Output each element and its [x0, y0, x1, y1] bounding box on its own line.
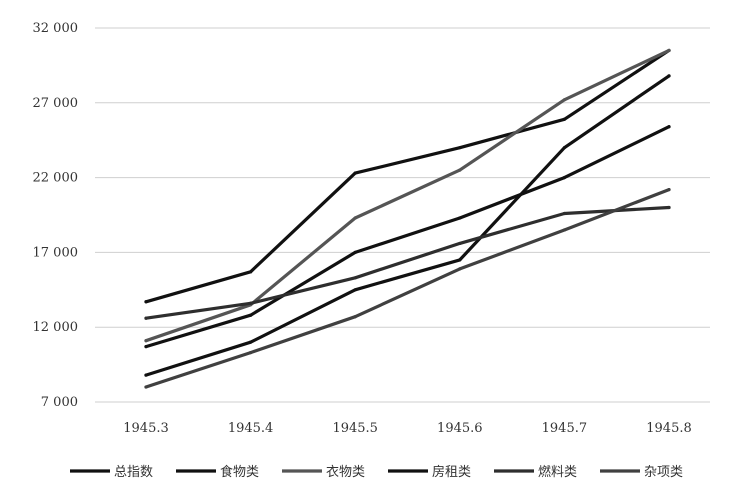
- legend-label: 燃料类: [538, 464, 577, 480]
- data-point: [249, 301, 253, 305]
- y-tick-label: 12 000: [33, 320, 79, 335]
- series-line: [144, 188, 671, 389]
- x-tick-label: 1945.4: [228, 421, 274, 436]
- legend-item: 食物类: [176, 464, 259, 480]
- data-point: [249, 340, 253, 344]
- data-point: [144, 316, 148, 320]
- x-tick-label: 1945.7: [542, 421, 588, 436]
- series-line: [144, 125, 671, 349]
- data-point: [562, 146, 567, 150]
- series-6: [144, 187, 671, 389]
- x-tick-label: 1945.5: [332, 421, 378, 436]
- data-point: [353, 171, 357, 175]
- data-point: [667, 187, 671, 192]
- data-point: [458, 241, 462, 246]
- gridlines: [95, 27, 710, 403]
- series-line: [144, 48, 671, 304]
- x-tick-label: 1945.6: [437, 421, 483, 436]
- data-point: [144, 300, 148, 304]
- series-lines: [144, 48, 671, 389]
- data-point: [458, 216, 462, 220]
- data-point: [458, 168, 462, 172]
- data-point: [458, 146, 462, 150]
- y-axis-tick-labels: 7 000 12 000 17 000 22 000 27 000 32 000: [33, 21, 79, 410]
- data-point: [458, 258, 462, 262]
- data-point: [562, 228, 567, 232]
- legend-item: 总指数: [70, 465, 153, 480]
- legend-label: 杂项类: [644, 465, 683, 480]
- x-axis-tick-labels: 1945.3 1945.4 1945.5 1945.6 1945.7 1945.8: [123, 421, 692, 436]
- data-point: [144, 345, 148, 349]
- data-point: [144, 339, 148, 343]
- data-point: [562, 117, 567, 121]
- data-point: [249, 270, 253, 274]
- legend-label: 房租类: [432, 464, 471, 480]
- y-tick-label: 17 000: [33, 245, 79, 260]
- series-line: [144, 205, 671, 320]
- y-tick-label: 32 000: [33, 21, 79, 36]
- series-line: [144, 74, 671, 377]
- data-point: [667, 74, 671, 78]
- series-line: [144, 48, 671, 343]
- series-3: [144, 48, 671, 343]
- y-tick-label: 22 000: [33, 171, 79, 186]
- data-point: [458, 267, 462, 271]
- data-point: [562, 211, 567, 216]
- series-2: [144, 125, 671, 349]
- legend-label: 衣物类: [326, 464, 365, 480]
- data-point: [667, 205, 671, 210]
- data-point: [249, 313, 253, 317]
- data-point: [562, 98, 567, 102]
- series-1: [144, 48, 671, 304]
- legend-item: 燃料类: [494, 464, 577, 480]
- legend-item: 房租类: [388, 464, 471, 480]
- x-tick-label: 1945.3: [123, 421, 169, 436]
- data-point: [353, 276, 357, 280]
- data-point: [144, 385, 148, 389]
- legend-item: 杂项类: [600, 465, 683, 480]
- legend-label: 食物类: [220, 464, 259, 480]
- series-5: [144, 205, 671, 320]
- data-point: [249, 351, 253, 355]
- data-point: [144, 373, 148, 377]
- x-tick-label: 1945.8: [646, 421, 692, 436]
- data-point: [353, 288, 357, 292]
- series-4: [144, 74, 671, 377]
- legend-label: 总指数: [114, 465, 153, 480]
- data-point: [353, 216, 357, 220]
- data-point: [667, 48, 671, 53]
- legend: 总指数 食物类 衣物类 房租类 燃料类 杂项类: [70, 464, 683, 480]
- data-point: [353, 250, 357, 254]
- data-point: [562, 176, 567, 180]
- data-point: [353, 315, 357, 319]
- y-tick-label: 7 000: [41, 395, 78, 410]
- data-point: [667, 125, 671, 129]
- legend-item: 衣物类: [282, 464, 365, 480]
- y-tick-label: 27 000: [33, 96, 79, 111]
